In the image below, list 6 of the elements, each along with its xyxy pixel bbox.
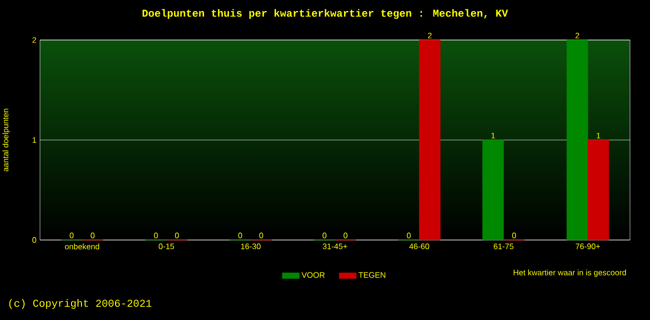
text: (c) Copyright 2006-2021: [9, 299, 152, 309]
bar: [566, 40, 588, 240]
bar: [588, 140, 610, 240]
bar: [419, 40, 440, 240]
bar: [482, 140, 504, 240]
chart-title: Doelpunten thuis per kwartierkwartier tegen : Mechelen, KV: [142, 9, 508, 19]
